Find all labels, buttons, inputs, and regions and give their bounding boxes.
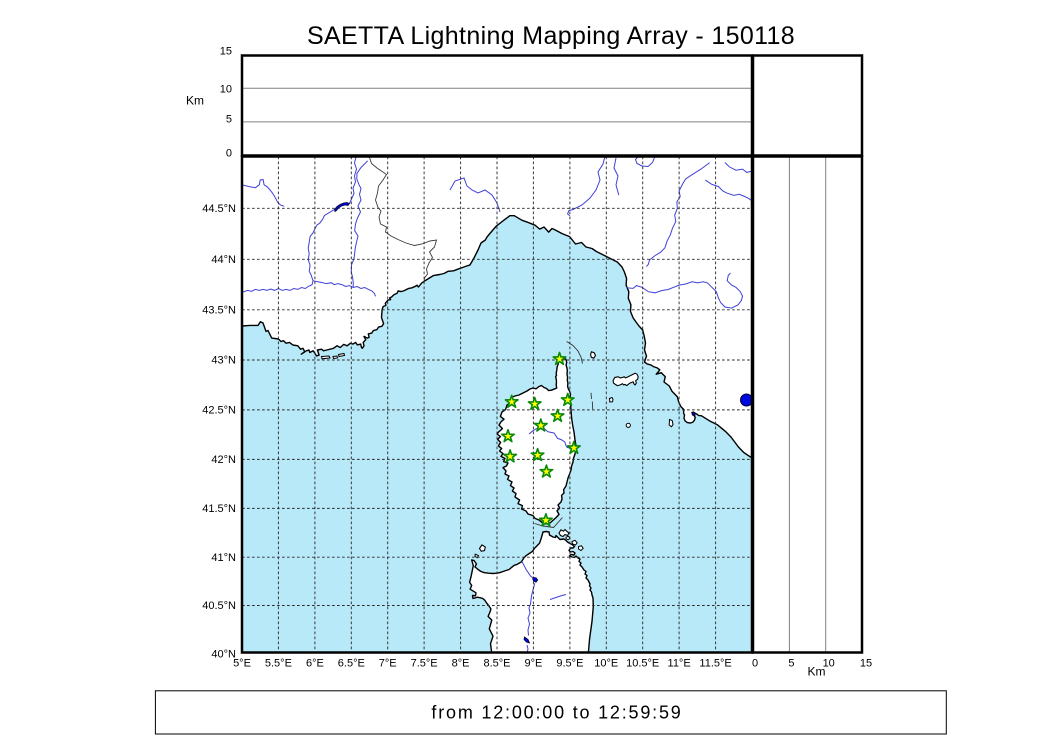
svg-text:15: 15 [860, 658, 872, 670]
svg-text:from 12:00:00 to 12:59:59: from 12:00:00 to 12:59:59 [431, 703, 682, 723]
svg-text:6.5°E: 6.5°E [338, 658, 365, 670]
svg-text:SAETTA Lightning Mapping Array: SAETTA Lightning Mapping Array - 150118 [307, 22, 795, 50]
svg-text:10: 10 [823, 658, 835, 670]
svg-text:5: 5 [226, 114, 232, 126]
svg-text:7.5°E: 7.5°E [411, 658, 438, 670]
svg-text:11°E: 11°E [668, 658, 691, 670]
svg-text:0: 0 [226, 148, 232, 160]
svg-text:Km: Km [808, 665, 826, 679]
svg-text:9.5°E: 9.5°E [556, 658, 583, 670]
svg-text:6°E: 6°E [306, 658, 324, 670]
svg-text:43.5°N: 43.5°N [202, 304, 236, 316]
svg-text:41.5°N: 41.5°N [202, 503, 236, 515]
svg-text:9°E: 9°E [524, 658, 542, 670]
svg-text:10.5°E: 10.5°E [626, 658, 659, 670]
svg-text:15: 15 [220, 46, 232, 58]
svg-text:42°N: 42°N [211, 454, 236, 466]
svg-text:10°E: 10°E [594, 658, 618, 670]
svg-text:10: 10 [220, 83, 232, 95]
svg-text:5: 5 [788, 658, 794, 670]
svg-text:41°N: 41°N [211, 552, 236, 564]
svg-text:5.5°E: 5.5°E [265, 658, 292, 670]
svg-text:5°E: 5°E [233, 658, 251, 670]
svg-text:40.5°N: 40.5°N [202, 600, 236, 612]
svg-text:0: 0 [752, 658, 758, 670]
svg-text:8°E: 8°E [452, 658, 470, 670]
svg-text:44.5°N: 44.5°N [202, 203, 236, 215]
svg-text:8.5°E: 8.5°E [483, 658, 510, 670]
svg-text:42.5°N: 42.5°N [202, 405, 236, 417]
svg-text:7°E: 7°E [379, 658, 397, 670]
svg-text:11.5°E: 11.5°E [699, 658, 731, 670]
svg-text:40°N: 40°N [211, 648, 236, 660]
svg-text:44°N: 44°N [211, 254, 236, 266]
svg-text:Km: Km [186, 94, 204, 108]
svg-text:43°N: 43°N [211, 355, 236, 367]
